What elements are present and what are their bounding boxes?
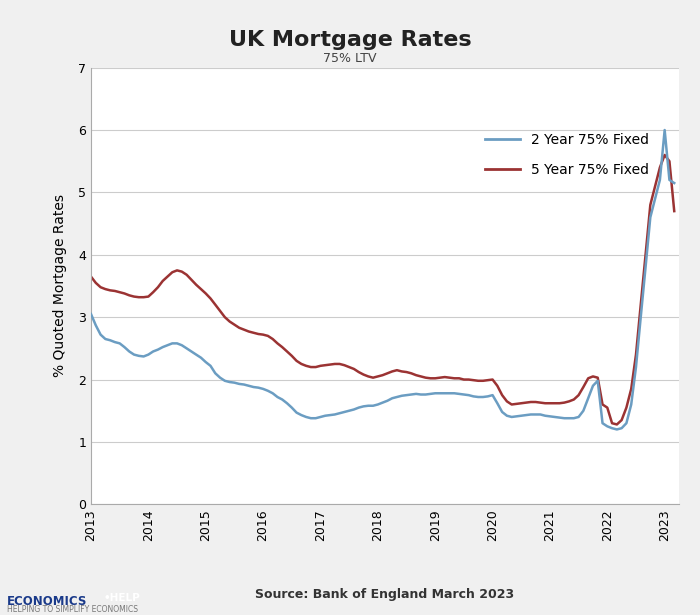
Legend: 2 Year 75% Fixed, 5 Year 75% Fixed: 2 Year 75% Fixed, 5 Year 75% Fixed bbox=[480, 127, 654, 183]
5 Year 75% Fixed bbox=[627, 385, 636, 392]
Text: UK Mortgage Rates: UK Mortgage Rates bbox=[229, 30, 471, 50]
5 Year 75% Fixed bbox=[612, 421, 621, 428]
Text: Source: Bank of England March 2023: Source: Bank of England March 2023 bbox=[256, 589, 514, 601]
Line: 5 Year 75% Fixed: 5 Year 75% Fixed bbox=[91, 155, 674, 424]
2 Year 75% Fixed bbox=[627, 401, 636, 408]
5 Year 75% Fixed bbox=[661, 151, 669, 159]
2 Year 75% Fixed bbox=[661, 126, 669, 133]
5 Year 75% Fixed bbox=[220, 314, 229, 321]
5 Year 75% Fixed bbox=[402, 368, 411, 376]
2 Year 75% Fixed bbox=[273, 394, 281, 401]
2 Year 75% Fixed bbox=[612, 426, 621, 433]
5 Year 75% Fixed bbox=[670, 207, 678, 215]
Text: HELPING TO SIMPLIFY ECONOMICS: HELPING TO SIMPLIFY ECONOMICS bbox=[7, 605, 138, 614]
2 Year 75% Fixed bbox=[87, 311, 95, 318]
2 Year 75% Fixed bbox=[402, 391, 411, 399]
5 Year 75% Fixed bbox=[656, 164, 664, 171]
Line: 2 Year 75% Fixed: 2 Year 75% Fixed bbox=[91, 130, 674, 429]
2 Year 75% Fixed bbox=[656, 177, 664, 184]
2 Year 75% Fixed bbox=[670, 180, 678, 187]
Y-axis label: % Quoted Mortgage Rates: % Quoted Mortgage Rates bbox=[53, 194, 67, 378]
5 Year 75% Fixed bbox=[87, 273, 95, 280]
2 Year 75% Fixed bbox=[455, 390, 463, 397]
Text: ECONOMICS: ECONOMICS bbox=[7, 595, 88, 608]
Text: •HELP: •HELP bbox=[104, 593, 140, 603]
5 Year 75% Fixed bbox=[455, 375, 463, 382]
5 Year 75% Fixed bbox=[273, 339, 281, 347]
Text: 75% LTV: 75% LTV bbox=[323, 52, 377, 65]
2 Year 75% Fixed bbox=[220, 377, 229, 384]
